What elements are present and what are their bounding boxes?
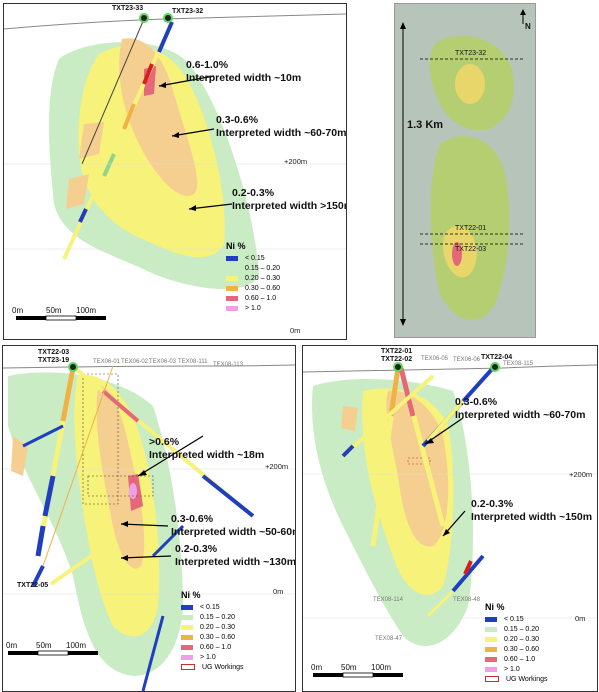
legend: Ni % < 0.15 0.15 – 0.20 0.20 – 0.30 0.30… [485,602,548,684]
legend-item: UG Workings [485,674,548,684]
section-panel-txt22-03: TXT22-03 TXT23-19 TXT22-05 TEX06-01 TEX0… [2,345,296,692]
old-hole-tex08-114: TEX08-114 [373,597,403,603]
legend-item: 0.15 – 0.20 [226,263,280,273]
annotation-3: 0.2-0.3% Interpreted width ~130m [175,543,296,568]
old-hole-tex08-115: TEX08-115 [503,361,533,367]
scale-50: 50m [46,306,62,315]
hole-label-txt22-02: TXT22-02 [381,356,413,363]
legend: Ni % < 0.15 0.15 – 0.20 0.20 – 0.30 0.30… [181,590,244,672]
hole-label-txt23-32: TXT23-32 [172,8,204,15]
scale-100: 100m [66,641,87,650]
legend-item: 0.15 – 0.20 [485,624,548,634]
legend: Ni % < 0.15 0.15 – 0.20 0.20 – 0.30 0.30… [226,241,281,313]
legend-item: 0.20 – 0.30 [226,273,280,283]
legend-item: 0.30 – 0.60 [485,644,548,654]
old-hole-tex08-111: TEX08-111 [178,359,208,365]
section-a-drawing [4,13,346,321]
legend-item: 0.60 – 1.0 [485,654,548,664]
legend-item: > 1.0 [181,652,244,662]
scale-50: 50m [36,641,52,650]
annotation-1: 0.6-1.0% Interpreted width ~10m [186,59,302,84]
annotation-2: 0.3-0.6% Interpreted width ~60-70m [216,114,347,139]
legend-item: 0.30 – 0.60 [226,283,280,293]
section-c-drawing [3,362,295,691]
hole-label-txt22-01: TXT22-01 [381,348,413,355]
scale-100: 100m [371,663,392,672]
old-hole-tex06-05: TEX06-05 [421,356,449,362]
old-hole-tex08-113: TEX08-113 [213,362,243,368]
elevation-200: +200m [284,157,308,166]
legend-item: 0.15 – 0.20 [181,612,244,622]
legend-item: < 0.15 [485,614,548,624]
legend-item: UG Workings [181,662,244,672]
old-hole-tex08-47: TEX08-47 [375,636,403,642]
map-section-txt23-32: TXT23-32 [455,50,487,57]
legend-item: 0.20 – 0.30 [485,634,548,644]
hole-label-txt23-33: TXT23-33 [112,5,144,12]
north-arrow-label: N [525,22,531,31]
elevation-0: 0m [290,326,301,335]
hole-label-txt23-19: TXT23-19 [38,357,70,364]
legend-item: 0.60 – 1.0 [181,642,244,652]
legend-item: > 1.0 [485,664,548,674]
legend-item: 0.60 – 1.0 [226,293,280,303]
elevation-200: +200m [265,462,289,471]
annotation-2: 0.2-0.3% Interpreted width ~150m [471,498,593,523]
annotation-2: 0.3-0.6% Interpreted width ~50-60m [171,513,296,538]
old-hole-tex06-06: TEX06-06 [453,357,481,363]
elevation-200: +200m [569,470,593,479]
annotation-1: 0.3-0.6% Interpreted width ~60-70m [455,396,586,421]
old-hole-tex06-03: TEX06-03 [149,359,177,365]
annotation-3: 0.2-0.3% Interpreted width >150m [232,187,347,212]
elevation-0: 0m [273,587,284,596]
scale-0: 0m [6,641,18,650]
old-hole-tex06-02: TEX06-02 [121,359,149,365]
section-panel-txt23-32: TXT23-33 TXT23-32 0.6-1.0% Interpreted wi… [3,3,347,340]
legend-item: < 0.15 [181,602,244,612]
map-length-label: 1.3 Km [407,119,444,131]
legend-item: < 0.15 [226,253,280,263]
plan-map-drawing [400,9,526,326]
old-hole-tex06-01: TEX06-01 [93,359,121,365]
map-section-txt22-01: TXT22-01 [455,225,487,232]
hole-label-txt22-05: TXT22-05 [17,582,49,589]
elevation-0: 0m [575,614,586,623]
annotation-1: >0.6% Interpreted width ~18m [149,436,265,461]
section-d-drawing [303,362,597,678]
plan-map-panel: N 1.3 Km TXT23-32 TXT22-01 TXT22-03 [394,3,536,338]
grade-shell-030 [119,38,198,196]
legend-item: 0.30 – 0.60 [181,632,244,642]
legend-item: 0.20 – 0.30 [181,622,244,632]
hole-label-txt22-03: TXT22-03 [38,349,70,356]
hole-label-txt22-04: TXT22-04 [481,354,513,361]
scale-50: 50m [341,663,357,672]
legend-item: > 1.0 [226,303,280,313]
scale-100: 100m [76,306,97,315]
map-section-txt22-03: TXT22-03 [455,246,487,253]
old-hole-tex08-48: TEX08-48 [453,597,481,603]
scale-0: 0m [12,306,24,315]
scale-0: 0m [311,663,323,672]
section-panel-txt22-01: TXT22-01 TXT22-02 TXT22-04 TEX06-05 TEX0… [302,345,598,692]
